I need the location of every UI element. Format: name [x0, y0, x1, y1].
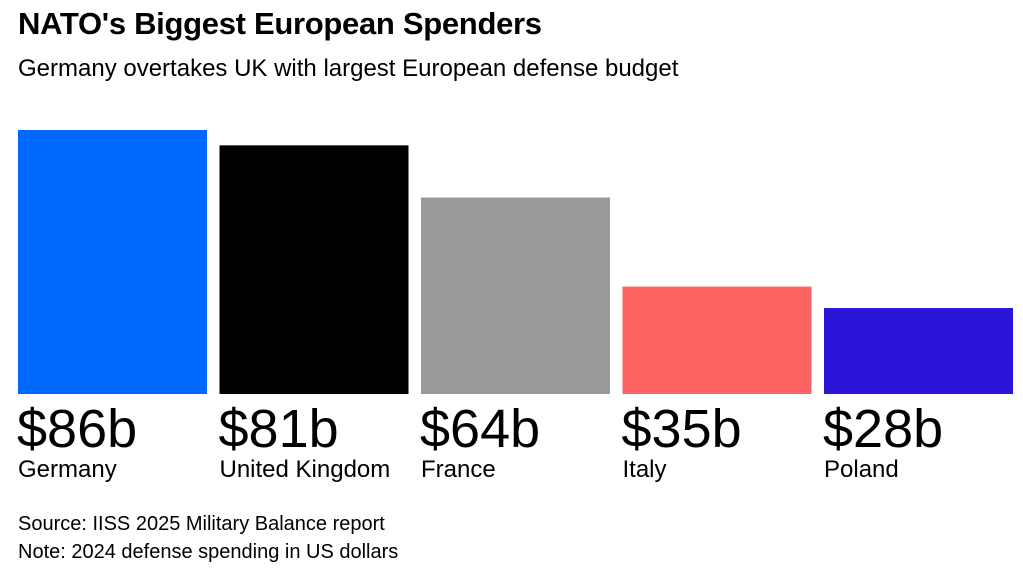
chart-subtitle: Germany overtakes UK with largest Europe… — [18, 55, 679, 82]
bar-italy — [622, 286, 812, 394]
category-label: United Kingdom — [219, 456, 391, 483]
category-label: France — [421, 456, 496, 483]
bar-france — [421, 197, 610, 394]
value-label: $35b — [621, 399, 742, 459]
bar-poland — [824, 308, 1013, 394]
chart-title: NATO's Biggest European Spenders — [18, 6, 542, 41]
value-label: $28b — [823, 399, 944, 459]
value-label: $64b — [420, 399, 541, 459]
bar-united-kingdom — [219, 145, 409, 394]
category-label: Poland — [824, 456, 899, 483]
bar-chart — [18, 130, 1013, 394]
value-label: $86b — [17, 399, 138, 459]
source-note: Source: IISS 2025 Military Balance repor… — [18, 513, 385, 535]
bar-germany — [18, 130, 207, 394]
category-label: Italy — [622, 456, 667, 483]
footnote: Note: 2024 defense spending in US dollar… — [18, 541, 399, 563]
value-label: $81b — [218, 399, 339, 459]
category-label: Germany — [18, 456, 117, 483]
